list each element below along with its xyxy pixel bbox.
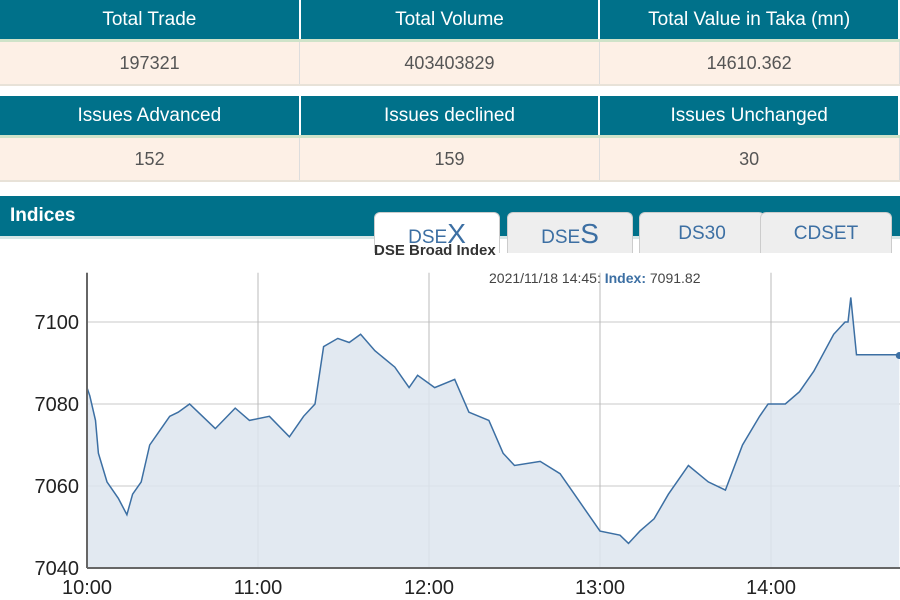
tab-label: CDSET (793, 223, 859, 244)
header-issues-unchanged: Issues Unchanged (599, 96, 900, 138)
tooltip-time: 2021/11/18 14:45: (489, 270, 601, 286)
tab-label: DS30 (678, 223, 726, 244)
y-tick-label: 7040 (35, 558, 80, 580)
tab-label-suffix: S (580, 218, 599, 249)
value-issues-declined: 159 (299, 136, 600, 182)
chart-tooltip: 2021/11/18 14:45: Index: 7091.82 (489, 270, 701, 286)
tooltip-label: Index (604, 270, 642, 286)
value-total-volume: 403403829 (299, 40, 600, 86)
y-tick-label: 7080 (35, 394, 80, 416)
tab-dses[interactable]: DSES (507, 212, 633, 253)
tab-dsex[interactable]: DSEX (374, 212, 500, 253)
area-fill (87, 297, 900, 568)
header-total-trade: Total Trade (0, 0, 301, 42)
value-issues-unchanged: 30 (599, 136, 900, 182)
header-issues-advanced: Issues Advanced (0, 96, 301, 138)
value-total-value: 14610.362 (599, 40, 900, 86)
x-tick-label: 12:00 (404, 577, 454, 599)
index-chart[interactable]: 7040 7060 7080 7100 10:00 11:00 12:00 13:00 14:0… (0, 255, 900, 600)
value-issues-advanced: 152 (0, 136, 301, 182)
x-tick-label: 10:00 (62, 577, 112, 599)
tab-ds30[interactable]: DS30 (639, 212, 765, 253)
header-issues-declined: Issues declined (299, 96, 601, 138)
value-total-trade: 197321 (0, 40, 301, 86)
tab-label-suffix: X (447, 218, 466, 249)
tab-cdset[interactable]: CDSET (760, 212, 892, 253)
x-tick-label: 11:00 (234, 577, 283, 599)
issues-table: Issues Advanced Issues declined Issues U… (0, 96, 900, 182)
tab-label: DSE (541, 227, 581, 248)
indices-title: Indices (10, 205, 76, 226)
data-point (895, 352, 900, 360)
index-line (86, 297, 900, 545)
y-tick-label: 7060 (35, 476, 80, 498)
tab-label: DSE (408, 227, 448, 248)
x-tick-label: 13:00 (575, 577, 625, 599)
market-summary-table: Total Trade Total Volume Total Value in … (0, 0, 900, 86)
header-total-value: Total Value in Taka (mn) (599, 0, 900, 42)
x-tick-label: 14:00 (746, 577, 796, 599)
y-tick-label: 7100 (35, 312, 80, 334)
tooltip-value: 7091.82 (649, 270, 701, 286)
chart-title: DSE Broad Index (374, 242, 496, 259)
header-total-volume: Total Volume (299, 0, 601, 42)
